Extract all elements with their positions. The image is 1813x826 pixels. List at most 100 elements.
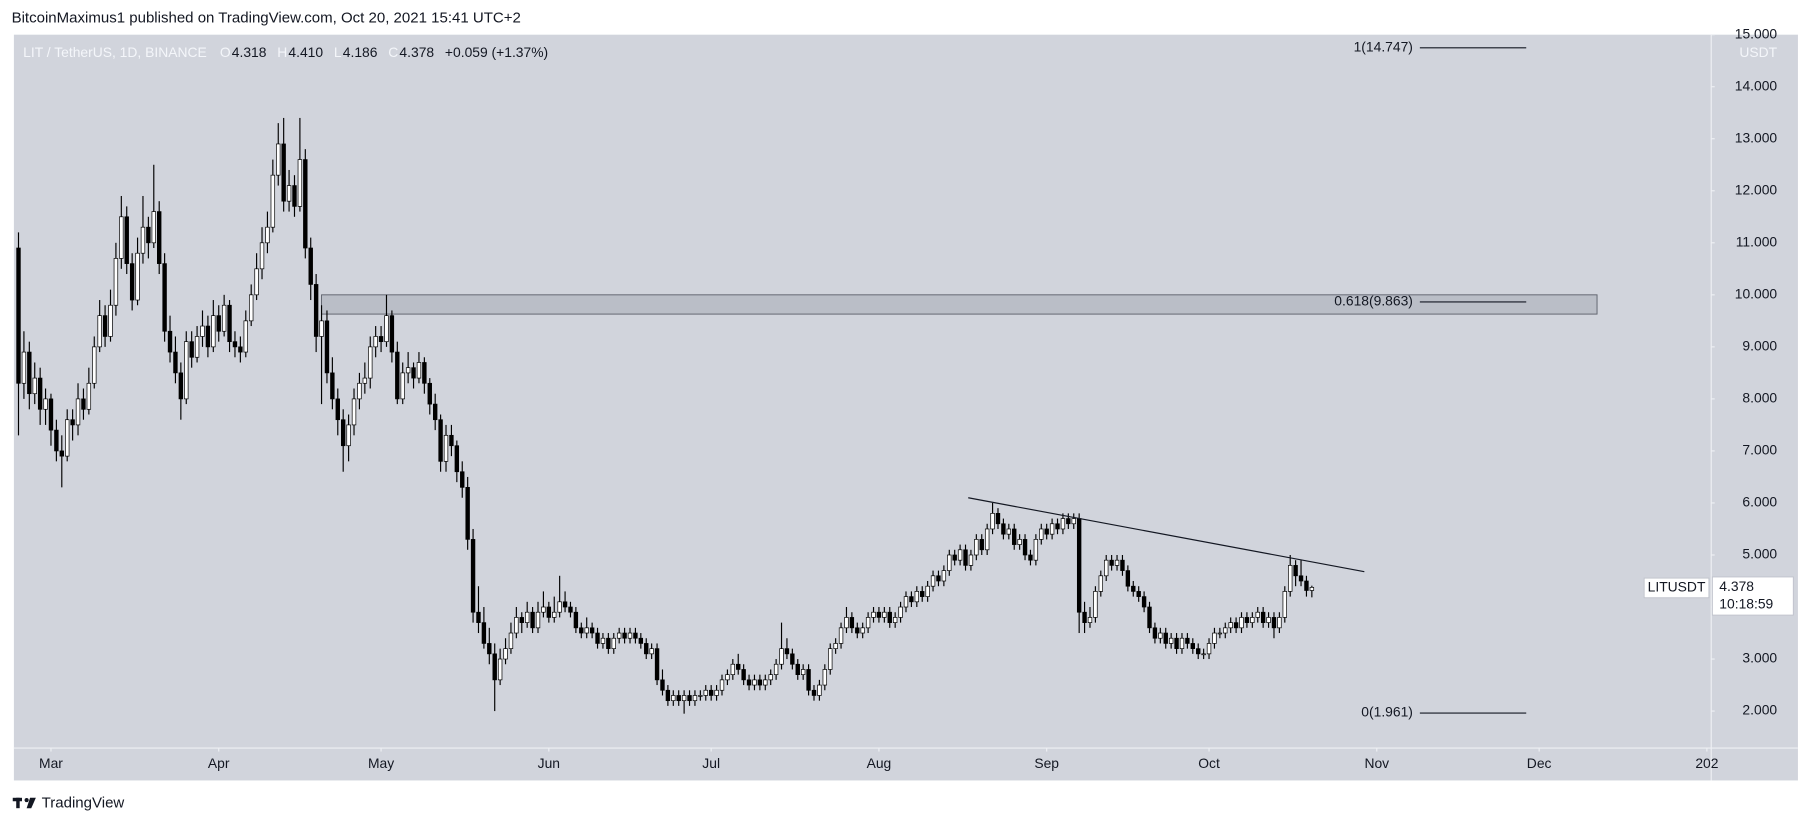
candle-body [227,304,232,343]
candle-body [984,528,990,551]
candle-body [189,341,194,358]
candle-body [1255,611,1260,618]
price-tag [1711,576,1794,616]
candle-body [140,226,146,254]
candle-body [622,632,627,639]
price-axis-unit: USDT [1739,44,1777,60]
candle-body [487,643,492,655]
y-tick-label: 11.000 [1736,233,1778,249]
candle-body [703,689,708,696]
candle-body [129,263,135,301]
candle-body [368,346,373,379]
candle-body [416,362,422,379]
candle-body [579,627,584,634]
candle-body [920,591,925,597]
candle-body [876,611,882,618]
candle-body [1260,611,1266,623]
candle-body [427,382,432,405]
x-tick-label: Jul [702,755,720,771]
candle-body [838,627,844,644]
candle-body [552,611,557,618]
candle-body [454,445,460,473]
candle-body [151,211,156,244]
candle-body [957,549,963,561]
trendline [968,497,1365,573]
candle-body [844,617,849,629]
candle-body [535,611,541,629]
candle-body [81,398,86,410]
candle-body [65,419,70,457]
candle-body [346,424,351,447]
candle-body [828,648,833,670]
candle-body [914,591,920,603]
candle-body [611,637,616,649]
symbol-tag [1643,577,1710,599]
candle-body [1087,617,1093,623]
candle-body [16,247,21,384]
resistance-zone [321,294,1598,315]
candle-body [43,398,48,410]
candle-body [221,304,227,332]
candle-body [378,336,384,343]
candle-body [481,622,487,644]
candle-body [303,159,308,249]
candle-body [1141,596,1147,608]
y-tick-label: 6.000 [1742,494,1777,510]
candle-body [70,419,75,426]
candle-body [97,315,102,348]
candle-body [1093,591,1098,618]
candle-body [860,627,865,634]
y-tick-label: 13.000 [1735,129,1778,145]
candle-body [589,627,595,634]
candle-body [205,325,211,348]
candle-body [340,419,346,447]
candle-body [741,669,746,681]
candle-body [974,539,979,556]
candle-body [909,596,914,603]
candle-body [108,304,113,337]
candle-body [102,315,108,337]
candle-body [1022,539,1028,556]
candle-body [681,695,687,702]
candle-body [752,679,757,686]
x-tick-label: Sep [1034,755,1059,771]
candle-body [1028,554,1033,561]
candle-body [736,663,741,670]
candle-body [1293,565,1298,577]
candle-body [1206,643,1212,655]
x-tick-label: 202 [1695,755,1718,771]
legend-change: +0.059 (+1.37%) [445,44,548,60]
legend-value: 4.378 [399,44,434,60]
candle-body [259,242,265,270]
candle-body [384,315,389,343]
candle-body [135,252,140,301]
candle-body [925,585,930,597]
candle-body [508,632,514,649]
candle-body [1033,539,1039,561]
candle-body [157,211,162,264]
candle-body [730,663,736,676]
candle-body [1125,570,1131,587]
candle-body [995,513,1001,525]
x-tick-label: Oct [1198,755,1220,771]
legend-key: H [277,44,287,60]
y-tick-label: 10.000 [1735,285,1778,301]
candle-body [952,554,957,561]
candle-body [1217,632,1223,635]
candle-body [443,434,449,462]
candle-body [1298,575,1304,582]
candle-body [714,689,719,696]
candle-body [1163,632,1168,644]
candle-body [1136,591,1141,597]
y-tick-label: 8.000 [1742,390,1777,406]
candle-body [422,362,427,384]
candle-body [1114,559,1120,566]
candle-body [1212,632,1217,644]
candle-body [1055,523,1060,530]
legend-value: 4.410 [288,44,323,60]
footer-logo [12,797,36,809]
candle-body [270,174,276,228]
candle-body [616,632,622,639]
candle-body [541,606,546,613]
candle-body [200,325,205,337]
